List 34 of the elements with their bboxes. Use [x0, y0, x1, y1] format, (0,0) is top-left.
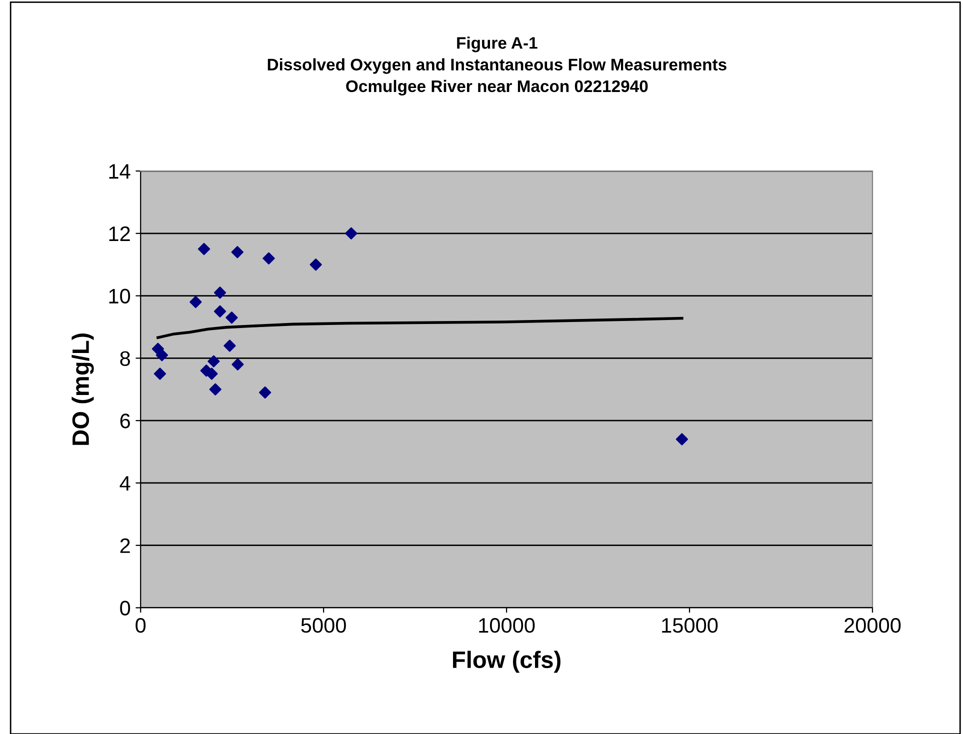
x-tick-label: 10000: [479, 618, 535, 633]
point: [154, 368, 166, 380]
point: [345, 227, 358, 240]
y-tick-label: 12: [109, 226, 130, 241]
y-tick-label: 2: [120, 538, 130, 553]
y-axis-title: DO (mg/L): [72, 334, 94, 445]
y-tick-label: 0: [120, 600, 130, 616]
x-axis-title: Flow (cfs): [453, 650, 560, 673]
point: [214, 305, 226, 318]
x-tick-label: 5000: [301, 618, 346, 633]
x-tick-label: 0: [136, 618, 146, 633]
point: [190, 296, 202, 308]
point: [310, 258, 322, 271]
y-tick-label: 4: [120, 476, 130, 491]
point: [214, 286, 226, 299]
point: [258, 386, 272, 399]
line-series: [156, 316, 684, 339]
point: [224, 340, 236, 352]
point: [156, 349, 168, 362]
point: [262, 252, 275, 264]
point: [208, 355, 220, 368]
point: [676, 433, 688, 446]
point: [232, 358, 244, 371]
point: [198, 242, 210, 256]
chart-title: Figure A-1 Dissolved Oxygen and Instantaneous Flow Measurements Ocmulgee River near Macon 02212940: [268, 36, 726, 96]
y-tick-label: 10: [109, 288, 130, 304]
y-tick-label: 14: [109, 164, 130, 179]
y-tick-label: 6: [120, 414, 130, 428]
point: [209, 383, 222, 396]
point: [226, 312, 238, 324]
point: [231, 246, 244, 258]
x-tick-label: 20000: [844, 618, 901, 633]
x-tick-label: 15000: [662, 618, 718, 633]
y-tick-label: 8: [120, 351, 130, 366]
